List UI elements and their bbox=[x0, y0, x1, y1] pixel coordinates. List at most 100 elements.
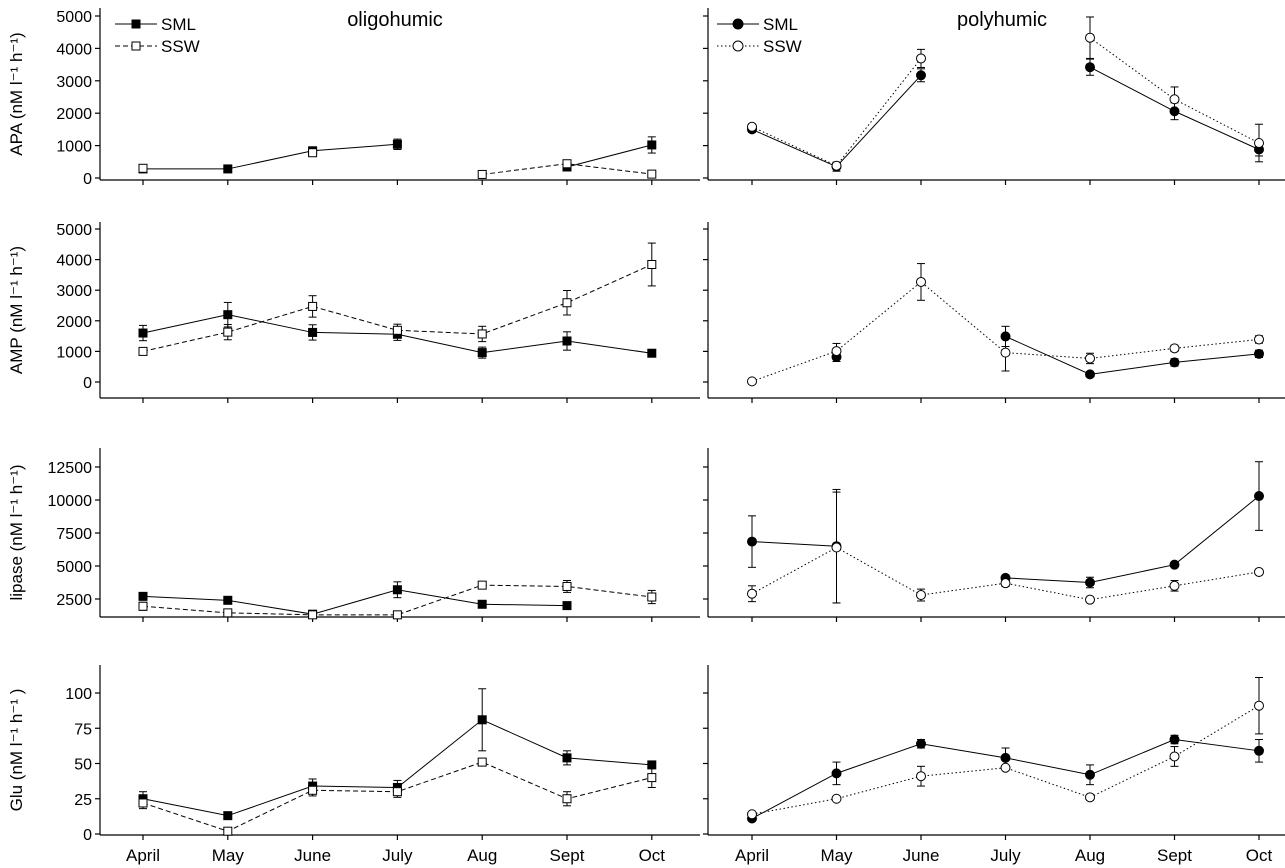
y-tick-label: 7500 bbox=[56, 526, 92, 543]
series-line-sml bbox=[1005, 335, 1260, 375]
data-point-sml bbox=[223, 310, 233, 320]
data-point-ssw bbox=[308, 301, 318, 311]
data-point-ssw bbox=[1169, 751, 1180, 762]
panel-r1-c0: 0 1000 2000 3000 4000 5000 bbox=[56, 222, 700, 403]
data-point-ssw bbox=[1169, 94, 1180, 105]
data-point-ssw bbox=[477, 329, 487, 339]
y-tick-label: 3000 bbox=[56, 283, 92, 300]
y-tick-label: 12500 bbox=[48, 460, 93, 477]
data-point-sml bbox=[138, 328, 148, 338]
data-point-sml bbox=[747, 536, 757, 547]
series-line-ssw bbox=[751, 58, 922, 167]
data-point-ssw bbox=[223, 608, 233, 618]
y-tick-label: 50 bbox=[74, 757, 92, 774]
data-point-sml bbox=[1169, 357, 1180, 368]
series-line-sml bbox=[751, 74, 922, 168]
series-line-sml bbox=[142, 719, 652, 817]
x-tick-label: Aug bbox=[467, 846, 497, 865]
series-line-sml bbox=[751, 541, 837, 547]
data-point-ssw bbox=[138, 163, 148, 173]
data-point-sml bbox=[916, 70, 926, 81]
y-axis-label: AMP (nM l⁻¹ h⁻¹) bbox=[7, 246, 26, 374]
data-point-ssw bbox=[308, 785, 318, 795]
data-point-ssw bbox=[916, 590, 926, 601]
x-tick-label: July bbox=[990, 846, 1021, 865]
data-point-ssw bbox=[477, 580, 487, 590]
data-point-sml bbox=[562, 336, 572, 346]
series-line-ssw bbox=[482, 163, 652, 175]
data-point-ssw bbox=[392, 325, 402, 335]
data-point-sml bbox=[831, 768, 842, 779]
data-point-ssw bbox=[308, 148, 318, 158]
y-tick-label: 1000 bbox=[56, 139, 92, 156]
data-point-ssw bbox=[916, 53, 926, 64]
y-tick-label: 25 bbox=[74, 792, 92, 809]
y-tick-label: 4000 bbox=[56, 41, 92, 58]
y-tick-label: 2000 bbox=[56, 314, 92, 331]
y-tick-label: 2500 bbox=[56, 592, 92, 609]
data-point-ssw bbox=[1254, 700, 1264, 711]
y-tick-label: 10000 bbox=[48, 493, 93, 510]
data-point-sml bbox=[1000, 752, 1011, 763]
data-point-ssw bbox=[562, 298, 572, 308]
data-point-ssw bbox=[647, 169, 657, 179]
y-tick-label: 5000 bbox=[56, 559, 92, 576]
x-tick-label: May bbox=[212, 846, 245, 865]
data-point-ssw bbox=[916, 276, 926, 287]
data-point-ssw bbox=[831, 346, 842, 357]
data-point-ssw bbox=[1254, 566, 1264, 577]
series-line-sml bbox=[142, 589, 568, 615]
x-tick-label: June bbox=[294, 846, 331, 865]
data-point-ssw bbox=[747, 376, 757, 387]
y-tick-label: 0 bbox=[83, 827, 92, 844]
column-title-polyhumic: polyhumic bbox=[957, 9, 1047, 31]
y-tick-label: 0 bbox=[83, 171, 92, 188]
data-point-ssw bbox=[223, 327, 233, 337]
data-point-ssw bbox=[562, 159, 572, 169]
data-point-sml bbox=[916, 738, 926, 749]
series-line-sml bbox=[566, 144, 652, 168]
data-point-ssw bbox=[831, 160, 842, 171]
y-tick-label: 5000 bbox=[56, 222, 92, 239]
y-axis-label: lipase (nM l⁻¹ h⁻¹) bbox=[7, 464, 26, 600]
data-point-ssw bbox=[477, 757, 487, 767]
x-tick-label: Oct bbox=[639, 846, 666, 865]
data-point-ssw bbox=[831, 542, 842, 553]
data-point-sml bbox=[1085, 62, 1095, 73]
data-point-sml bbox=[647, 140, 657, 150]
x-tick-label: April bbox=[735, 846, 769, 865]
x-tick-label: May bbox=[820, 846, 853, 865]
y-tick-label: 5000 bbox=[56, 9, 92, 26]
legend-label: SSW bbox=[763, 37, 802, 56]
legend-label: SML bbox=[763, 15, 798, 34]
data-point-sml bbox=[1085, 369, 1095, 380]
panel-r0-c1 bbox=[703, 8, 1285, 185]
column-title-oligohumic: oligohumic bbox=[347, 9, 443, 31]
legend-oligohumic: SML SSW bbox=[115, 15, 200, 56]
data-point-sml bbox=[1254, 348, 1264, 359]
data-point-ssw bbox=[1254, 138, 1264, 149]
data-point-sml bbox=[1085, 769, 1095, 780]
x-tick-label: Sept bbox=[1157, 846, 1192, 865]
data-point-ssw bbox=[647, 773, 657, 783]
data-point-ssw bbox=[138, 601, 148, 611]
x-tick-label: Sept bbox=[550, 846, 585, 865]
data-point-ssw bbox=[477, 169, 487, 179]
data-point-ssw bbox=[1169, 580, 1180, 591]
x-tick-label: April bbox=[126, 846, 160, 865]
data-point-sml bbox=[562, 601, 572, 611]
data-point-ssw bbox=[747, 809, 757, 820]
panel-r2-c0: 2500 5000 7500 10000 12500 bbox=[48, 448, 700, 622]
data-point-ssw bbox=[138, 798, 148, 808]
panel-r3-c1: April May June July Aug Sept Oct bbox=[703, 665, 1285, 865]
data-point-ssw bbox=[1085, 792, 1095, 803]
y-axis-label: Glu (nM l⁻¹ h⁻¹ ) bbox=[7, 689, 26, 812]
data-point-ssw bbox=[1085, 594, 1095, 605]
data-point-sml bbox=[1169, 559, 1180, 570]
panel-r0-c0: 0 1000 2000 3000 4000 5000 bbox=[56, 8, 700, 188]
legend-marker bbox=[131, 41, 141, 51]
data-point-ssw bbox=[647, 592, 657, 602]
panel-r2-c1 bbox=[703, 448, 1285, 622]
y-tick-label: 75 bbox=[74, 721, 92, 738]
